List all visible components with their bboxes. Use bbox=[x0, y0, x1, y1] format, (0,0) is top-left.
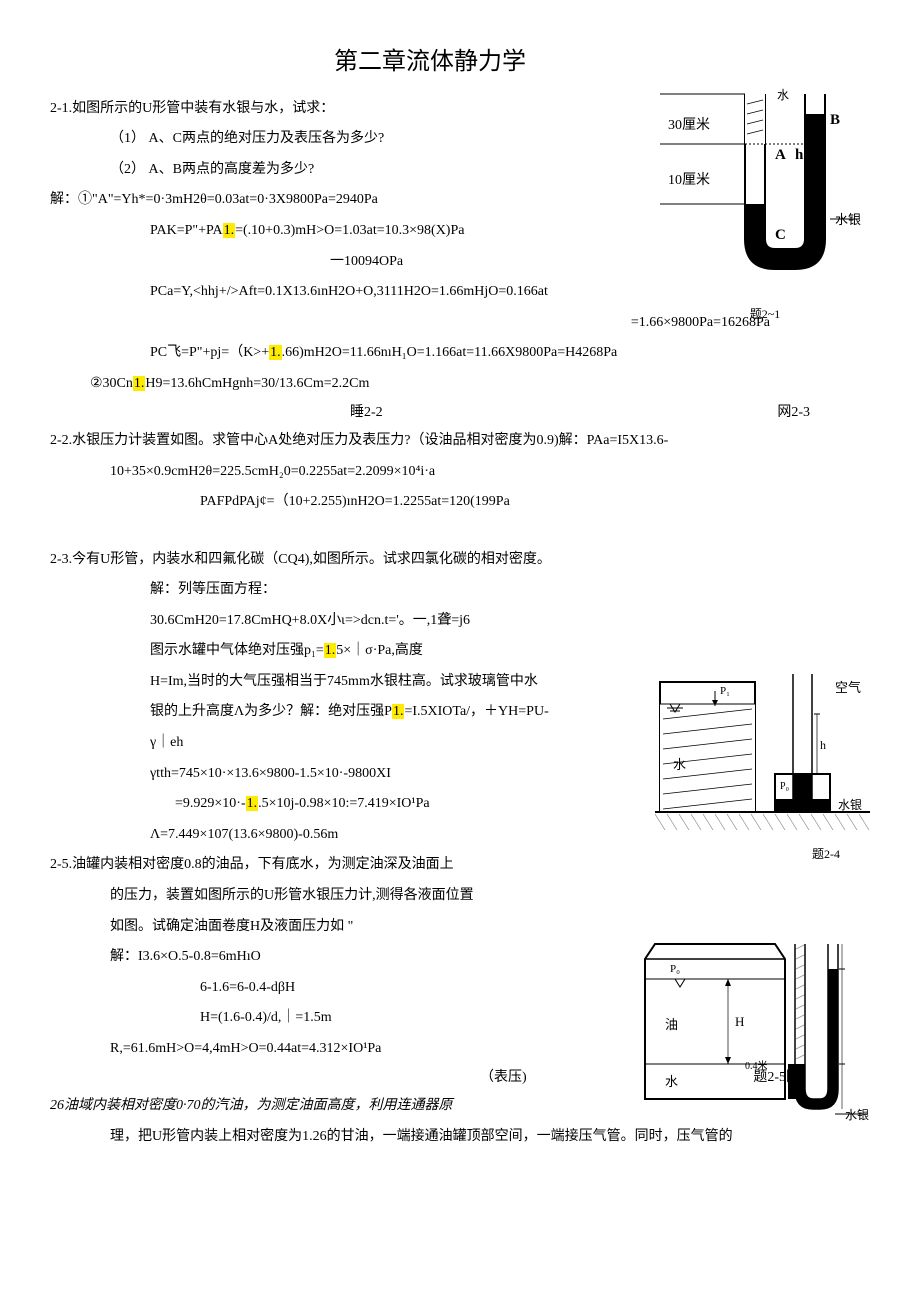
problem-2-3-stem: 2-3.今有U形管，内装水和四氟化碳（CQ4),如图所示。试求四氯化碳的相对密度… bbox=[50, 545, 870, 576]
label-H: H bbox=[735, 1014, 744, 1029]
label-10cm: 10厘米 bbox=[668, 172, 710, 188]
label-A: A bbox=[775, 147, 786, 163]
label-water-bottom: 水 bbox=[665, 1074, 678, 1089]
label-air: 空气 bbox=[835, 680, 861, 695]
text-part: 5×｜σ·Pa,高度 bbox=[336, 643, 423, 658]
label-oil: 油 bbox=[665, 1017, 678, 1032]
problem-2-2-l2: 10+35×0.9cmH2θ=225.5cmH₂0=0.2255at=2.209… bbox=[50, 457, 870, 488]
document-content: 水 A h B C 30厘米 10厘米 水银 题2~1 2-1.如图所示的U形管… bbox=[50, 94, 870, 1153]
label-B: B bbox=[830, 112, 840, 128]
label-h: h bbox=[795, 147, 804, 163]
label-gauge-pressure: （表压) bbox=[480, 1065, 527, 1092]
problem-2-1-sol7: ②30Cn1.H9=13.6hCmHgnh=30/13.6Cm=2.2Cm bbox=[50, 369, 870, 400]
label-p0: P₀ bbox=[780, 781, 790, 792]
label-p1: P₁ bbox=[720, 685, 730, 697]
label-p0-tank: P₀ bbox=[670, 963, 680, 975]
highlight: 1. bbox=[269, 345, 282, 360]
text-part: =I.5XIOTa/，＋YH=PU- bbox=[404, 704, 548, 719]
highlight: 1. bbox=[246, 796, 259, 811]
label-water: 水 bbox=[777, 88, 789, 102]
highlight: 1. bbox=[133, 376, 146, 391]
chapter-title: 第二章流体静力学 bbox=[0, 40, 870, 86]
utube-diagram-1: 水 A h B C 30厘米 10厘米 水银 bbox=[660, 84, 870, 299]
label-mercury-utube: 水银 bbox=[845, 1108, 869, 1122]
label-mercury-pool: 水银 bbox=[838, 798, 862, 812]
text-part: 银的上升高度Λ为多少？解：绝对压强P bbox=[150, 704, 392, 719]
problem-2-5-l2: 的压力，装置如图所示的U形管水银压力计,测得各液面位置 bbox=[50, 881, 870, 912]
figure-2-4: P₁ 空气 水 水银 h P₀ 题2-4 bbox=[655, 664, 870, 866]
text-part: =9.929×10·- bbox=[175, 796, 246, 811]
problem-2-3-l4: 图示水罐中气体绝对压强p₁=1.5×｜σ·Pa,高度 bbox=[50, 636, 870, 667]
label-04m: 0.4米 bbox=[745, 1059, 768, 1072]
problem-2-3-l3: 30.6CmH20=17.8CmHQ+8.0X小ι=>dcn.t='。一,1聋=… bbox=[50, 606, 870, 637]
label-2-3: 网2-3 bbox=[777, 400, 810, 427]
label-C: C bbox=[775, 227, 786, 243]
tank-tube-diagram: P₁ 空气 水 水银 h P₀ bbox=[655, 664, 870, 839]
problem-2-2-stem: 2-2.水银压力计装置如图。求管中心A处绝对压力及表压力?（设油品相对密度为0.… bbox=[50, 426, 870, 457]
oil-tank-diagram: P₀ 油 水 H 0.4米 水银 bbox=[640, 934, 870, 1134]
problem-2-3-l2: 解：列等压面方程： bbox=[50, 575, 870, 606]
figure-2-5: P₀ 油 水 H 0.4米 水银 bbox=[640, 934, 870, 1134]
mid-labels-row: 睡2-2 网2-3 bbox=[50, 400, 870, 427]
figure-2-1: 水 A h B C 30厘米 10厘米 水银 题2~1 bbox=[660, 84, 870, 326]
text-part: PC飞=P"+pj=（K>+ bbox=[150, 345, 269, 360]
figure-2-1-caption: 题2~1 bbox=[660, 303, 870, 326]
text-part: PAK=P"+PA bbox=[150, 223, 223, 238]
text-part: 图示水罐中气体绝对压强p₁= bbox=[150, 643, 324, 658]
figure-2-4-caption: 题2-4 bbox=[655, 843, 870, 866]
problem-2-1-sol6: PC飞=P"+pj=（K>+1..66)mH2O=11.66nıH₁O=1.16… bbox=[50, 338, 870, 369]
problem-2-2-l3: PAFPdPAj¢=（10+2.255)ınH2O=1.2255at=120(1… bbox=[50, 487, 870, 518]
text-part: =(.10+0.3)mH>O=1.03at=10.3×98(X)Pa bbox=[235, 223, 464, 238]
label-30cm: 30厘米 bbox=[668, 117, 710, 133]
text-part: .66)mH2O=11.66nıH₁O=1.166at=11.66X9800Pa… bbox=[282, 345, 618, 360]
text-part: .5×10j-0.98×10:=7.419×IO¹Pa bbox=[258, 796, 430, 811]
text-part: H9=13.6hCmHgnh=30/13.6Cm=2.2Cm bbox=[145, 376, 369, 391]
label-2-2: 睡2-2 bbox=[350, 400, 383, 427]
highlight: 1. bbox=[324, 643, 337, 658]
text-part: ②30Cn bbox=[90, 376, 133, 391]
label-water-tank: 水 bbox=[673, 757, 686, 772]
highlight: 1. bbox=[223, 223, 236, 238]
highlight: 1. bbox=[392, 704, 405, 719]
label-h-tube: h bbox=[820, 738, 826, 752]
